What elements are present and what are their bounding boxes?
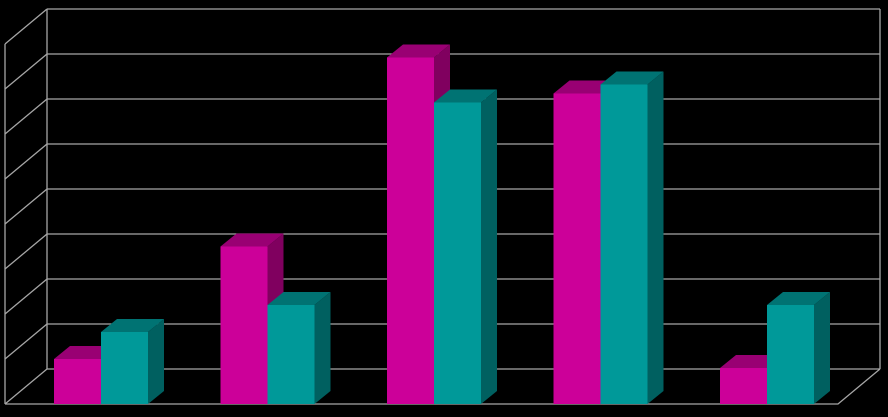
bar-side <box>148 319 164 404</box>
bar-series-2-cat-2 <box>267 292 331 404</box>
bar-front <box>600 84 648 404</box>
bar-front <box>434 102 481 404</box>
bar-side <box>314 292 331 404</box>
bar-front <box>553 93 601 404</box>
bar-top <box>387 44 450 58</box>
bar-top <box>600 71 664 85</box>
bar-front <box>720 368 767 404</box>
bar-top <box>220 233 284 247</box>
gridline-slant <box>4 98 48 135</box>
bar-front <box>267 305 315 404</box>
gridline-slant <box>4 323 48 360</box>
gridline-slant <box>4 278 48 315</box>
bar-front <box>387 57 434 404</box>
bar-side <box>647 71 664 404</box>
bar-series-2-cat-1 <box>101 319 164 404</box>
bar-front <box>767 305 814 404</box>
gridline-slant <box>4 233 48 270</box>
bar-top <box>434 89 497 103</box>
bar-side <box>814 292 830 404</box>
bar-series-2-cat-4 <box>600 71 664 404</box>
gridline-slant <box>4 188 48 225</box>
bar-top <box>267 292 331 305</box>
bar-series-2-cat-5 <box>767 292 830 404</box>
bar-side <box>481 89 497 404</box>
gridline-slant <box>4 53 48 90</box>
gridline-slant <box>4 143 48 180</box>
bar-front <box>101 332 148 404</box>
gridline-slant <box>4 8 48 45</box>
bar-series-2-cat-3 <box>434 89 497 404</box>
bar-top <box>101 319 164 332</box>
bar-front <box>220 246 268 404</box>
gridline-slant <box>4 368 48 405</box>
bar-front <box>54 359 101 404</box>
bar-top <box>767 292 830 305</box>
chart-bars <box>54 44 830 404</box>
